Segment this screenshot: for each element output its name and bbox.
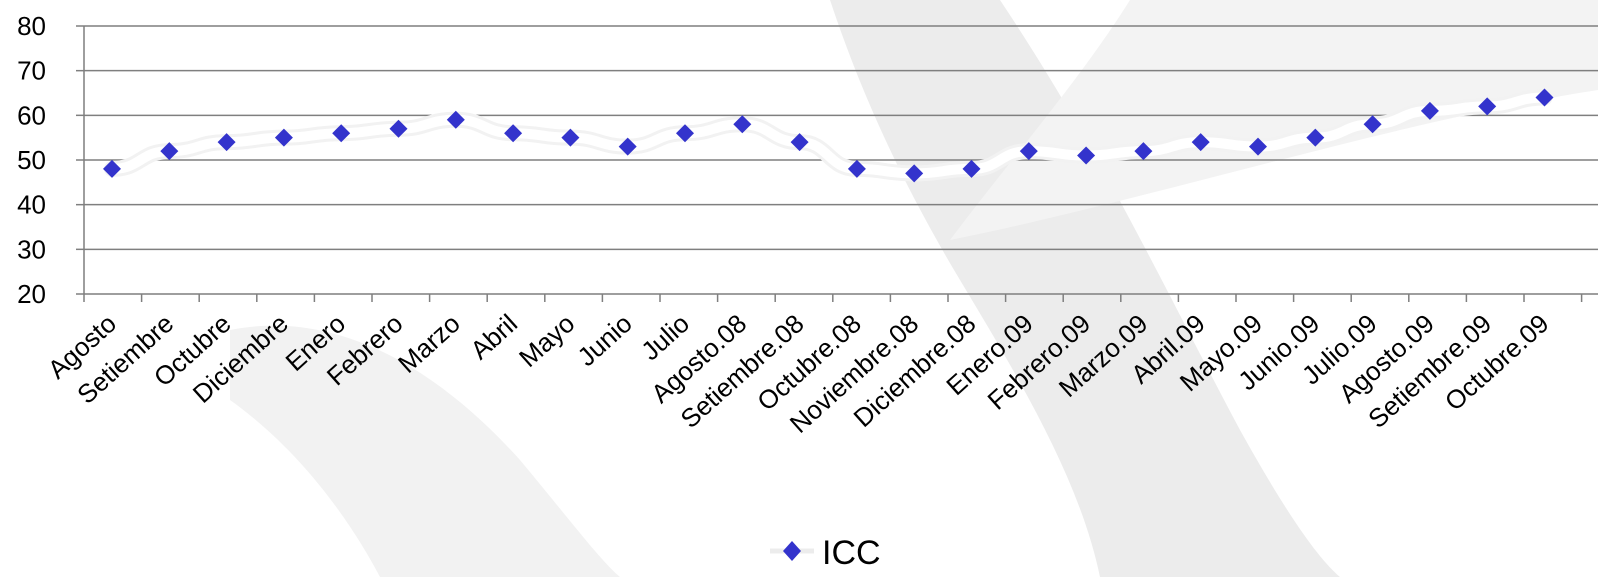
data-point-julio-09 — [1363, 115, 1382, 134]
data-point-enero — [332, 124, 351, 143]
data-point-mayo-09 — [1249, 137, 1267, 156]
legend-diamond-icon — [783, 541, 801, 561]
x-tick-label-8: Mayo — [513, 308, 580, 373]
data-point-setiembre-08 — [790, 133, 809, 152]
legend-label-icc: ICC — [822, 534, 881, 572]
y-tick-label-60: 60 — [17, 100, 46, 130]
data-point-diciembre-08 — [962, 159, 981, 178]
data-point-marzo-09 — [1134, 142, 1153, 161]
y-tick-label-30: 30 — [17, 234, 46, 264]
data-point-marzo — [446, 110, 465, 129]
y-tick-label-70: 70 — [17, 56, 46, 86]
data-point-febrero — [389, 119, 408, 138]
data-point-noviembre-08 — [905, 164, 924, 183]
x-tick-label-6: Marzo — [392, 308, 466, 379]
data-point-febrero-09 — [1077, 146, 1096, 165]
data-point-octubre-08 — [847, 159, 866, 178]
watermark-swoosh — [230, 0, 1598, 577]
data-point-agosto — [103, 159, 121, 178]
data-point-enero-09 — [1019, 142, 1038, 161]
y-tick-label-40: 40 — [17, 190, 46, 220]
y-tick-label-20: 20 — [17, 279, 46, 309]
data-point-abril-09 — [1191, 133, 1210, 152]
data-point-mayo — [561, 128, 580, 147]
y-tick-labels: 20 30 40 50 60 70 80 — [17, 11, 46, 309]
data-point-agosto-08 — [733, 115, 752, 134]
data-point-junio-09 — [1306, 128, 1325, 147]
y-tick-label-80: 80 — [17, 11, 46, 41]
data-point-octubre — [217, 133, 236, 152]
x-tick-label-9: Junio — [571, 308, 637, 372]
data-point-octubre-09 — [1535, 88, 1554, 107]
x-tick-label-7: Abril — [464, 308, 523, 365]
y-tick-label-50: 50 — [17, 145, 46, 175]
data-point-agosto-09 — [1420, 101, 1439, 120]
legend: ICC — [770, 534, 881, 572]
data-point-julio — [676, 124, 694, 143]
data-point-abril — [504, 124, 523, 143]
data-point-diciembre — [274, 128, 293, 147]
data-point-setiembre — [160, 142, 179, 161]
series-icc — [103, 88, 1554, 183]
data-point-junio — [618, 137, 637, 156]
data-point-setiembre-09 — [1478, 97, 1497, 116]
axes — [76, 25, 1598, 302]
